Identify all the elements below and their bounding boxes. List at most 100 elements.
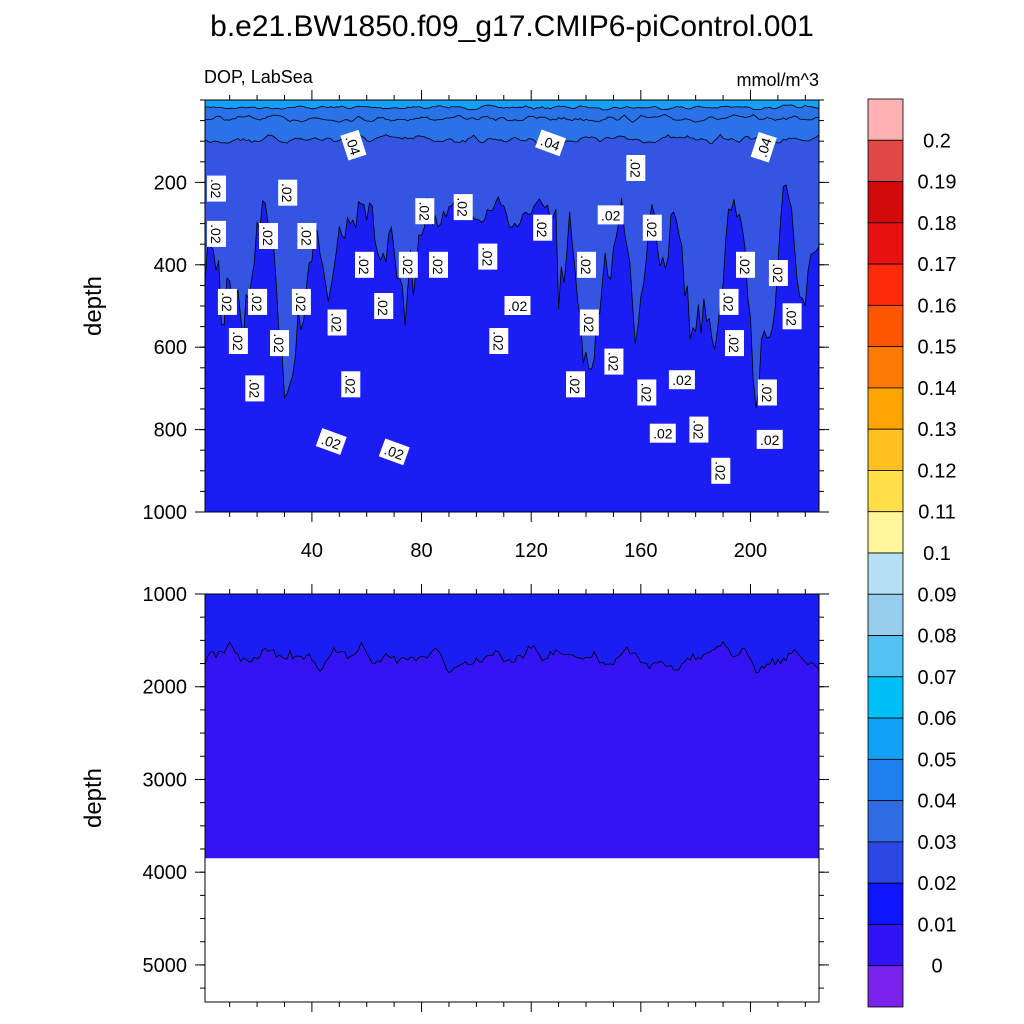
upper-plot-frame (204, 99, 820, 513)
contour-label-text: .02 (416, 201, 432, 221)
contour-line-label: .04 (750, 131, 777, 163)
contour-label-box (626, 155, 646, 181)
colorbar-label: 0.09 (918, 584, 957, 606)
contour-label-box (315, 428, 347, 455)
colorbar-label: 0.19 (918, 172, 957, 194)
contour-line-label: .02 (429, 251, 448, 278)
contour-line-label: .02 (756, 429, 783, 449)
contour-line-label: .02 (398, 251, 418, 278)
contour-line-label: .02 (228, 328, 248, 354)
subtitle-right: mmol/m^3 (737, 70, 819, 90)
contour-line-label: .02 (504, 296, 531, 315)
fill-band-0.02-0.03 (205, 134, 819, 408)
colorbar-label: 0.12 (918, 461, 957, 483)
contour-label-box (453, 194, 473, 221)
colorbar-swatch (867, 800, 904, 843)
contour-label-text: .02 (644, 218, 660, 238)
x-tick-label: 80 (410, 540, 432, 562)
contour-label-box (245, 375, 265, 402)
contour-label-box (489, 328, 509, 354)
contour-label-text: .02 (605, 352, 621, 372)
contour-label-text: .02 (601, 207, 621, 223)
colorbar-label: 0.2 (923, 130, 951, 152)
fill-band-0-0.01 (205, 641, 819, 859)
colorbar-swatch (867, 635, 904, 678)
colorbar-swatch (867, 98, 904, 141)
contour-label-text: .02 (490, 331, 506, 351)
contour-line-label: .02 (478, 243, 498, 270)
contour-label-box (649, 423, 676, 443)
y-tick-label: 1000 (143, 584, 188, 606)
contour-label-text: .02 (293, 292, 309, 312)
contour-label-text: .02 (298, 226, 314, 246)
contour-label-text: .02 (455, 197, 471, 217)
y-tick-label: 2000 (143, 677, 188, 699)
contour-label-box (207, 175, 226, 202)
colorbar-swatch (867, 924, 904, 967)
colorbar-swatch (867, 428, 904, 471)
y-tick-label: 200 (154, 172, 187, 194)
contour-label-text: .04 (342, 134, 363, 158)
colorbar-swatch (867, 593, 904, 636)
lower-plot-frame (204, 593, 820, 1003)
contour-label-text: .02 (400, 255, 416, 275)
contour-label-text: .02 (581, 313, 597, 333)
contour-label-box (327, 309, 347, 336)
contour-label-box (355, 251, 374, 278)
x-tick-label: 40 (301, 540, 323, 562)
contour-label-text: .02 (770, 263, 786, 283)
contour-label-text: .02 (721, 292, 737, 312)
contour-label-box (757, 379, 777, 406)
colorbar-label: 0.15 (918, 337, 957, 359)
contour-line-label: .02 (768, 260, 788, 286)
contour-label-box (637, 379, 657, 406)
contour-label-text: .02 (279, 183, 295, 203)
contour-label-text: .02 (479, 247, 495, 267)
contour-line-label: .02 (577, 251, 596, 278)
colorbar-label: 0.07 (918, 667, 957, 689)
contour-line-label: .02 (579, 309, 599, 336)
contour-label-box (248, 288, 268, 315)
contour-label-box (297, 223, 317, 249)
contour-label-text: .02 (249, 292, 265, 312)
contour-line-label: .02 (315, 428, 347, 455)
contour-label-box (278, 179, 298, 206)
contour-label-box (577, 251, 596, 278)
contour-line-0.03 (205, 133, 819, 144)
y-tick-label: 5000 (143, 955, 188, 977)
contour-label-box (378, 438, 410, 466)
y-tick-label: 3000 (143, 769, 188, 791)
contour-label-box (270, 330, 289, 357)
contour-label-text: .02 (342, 375, 358, 395)
contour-label-box (725, 330, 744, 357)
contour-line-label: .02 (415, 198, 435, 225)
colorbar-swatch (867, 882, 904, 925)
colorbar-swatch (867, 304, 904, 348)
contour-label-box (642, 214, 662, 241)
contour-line-label: .02 (207, 220, 226, 247)
x-tick-label: 160 (624, 540, 657, 562)
contour-label-text: .04 (539, 132, 563, 154)
contour-label-text: .02 (712, 461, 728, 481)
contour-label-box (341, 371, 361, 398)
contour-label-box (504, 296, 531, 315)
contour-label-text: .02 (271, 333, 287, 353)
contour-line-label: .02 (533, 214, 553, 241)
contour-label-box (228, 328, 248, 354)
contour-label-text: .02 (578, 255, 594, 275)
contour-label-text: .02 (672, 372, 692, 388)
contour-label-text: .02 (690, 420, 706, 440)
contour-label-text: .02 (508, 298, 528, 314)
colorbar-swatch (867, 676, 904, 719)
contour-line-label: .02 (736, 251, 755, 278)
contour-label-text: .02 (246, 379, 262, 399)
colorbar-swatch (867, 511, 904, 554)
contour-label-box (533, 214, 553, 241)
contour-line-label: .02 (604, 348, 624, 375)
x-tick-label: 200 (734, 540, 767, 562)
contour-line-label: .02 (489, 328, 509, 354)
y-tick-label: 800 (154, 420, 187, 442)
contour-label-box (291, 288, 311, 315)
contour-label-text: .02 (382, 441, 406, 463)
contour-line-label: .02 (566, 371, 585, 398)
